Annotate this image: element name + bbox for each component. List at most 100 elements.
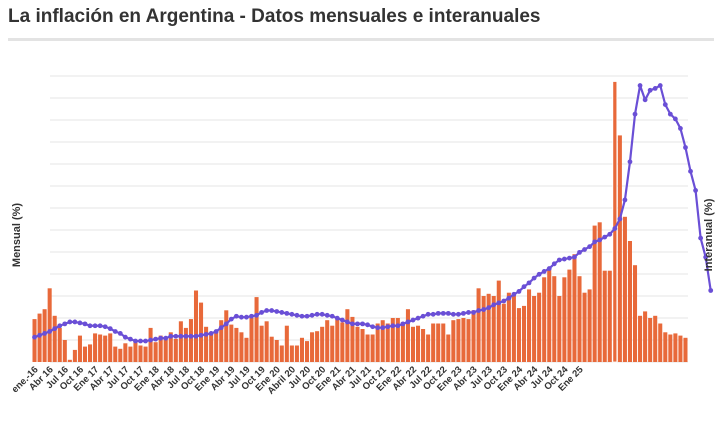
- mensual-bar: [350, 316, 355, 362]
- interanual-point: [223, 321, 229, 327]
- mensual-bar: [118, 348, 123, 362]
- interanual-point: [324, 312, 330, 318]
- mensual-bar: [562, 277, 567, 362]
- mensual-bar: [471, 310, 476, 362]
- mensual-bar: [370, 334, 375, 362]
- mensual-bar: [325, 320, 330, 362]
- chart-title: La inflación en Argentina - Datos mensua…: [8, 6, 541, 27]
- mensual-bar: [521, 305, 527, 362]
- interanual-point: [42, 331, 48, 336]
- interanual-point: [339, 317, 345, 323]
- interanual-point: [516, 289, 522, 294]
- mensual-bar: [678, 335, 683, 362]
- mensual-bar: [163, 336, 168, 362]
- interanual-point: [203, 331, 209, 337]
- interanual-point: [168, 333, 174, 339]
- mensual-bar: [274, 340, 279, 362]
- interanual-point: [667, 111, 673, 117]
- mensual-bar: [330, 325, 335, 362]
- mensual-bar: [214, 330, 219, 362]
- interanual-point: [304, 313, 310, 319]
- mensual-bar: [204, 326, 209, 362]
- interanual-point: [683, 145, 688, 150]
- mensual-bar: [653, 315, 658, 362]
- interanual-point: [117, 331, 123, 336]
- interanual-point: [390, 323, 396, 329]
- mensual-bar: [143, 346, 148, 362]
- mensual-bar: [183, 327, 188, 362]
- mensual-bar: [592, 225, 597, 362]
- interanual-point: [213, 329, 219, 334]
- interanual-point: [425, 311, 431, 317]
- interanual-point: [233, 313, 239, 319]
- mensual-bar: [269, 336, 274, 362]
- mensual-bar: [476, 288, 481, 362]
- interanual-point: [466, 310, 471, 315]
- interanual-point: [698, 235, 704, 241]
- mensual-bar: [683, 337, 688, 362]
- interanual-point: [582, 247, 587, 252]
- interanual-point: [334, 315, 340, 321]
- interanual-point: [143, 338, 148, 344]
- mensual-bar: [188, 319, 193, 362]
- mensual-bar: [617, 135, 622, 362]
- mensual-bar: [108, 333, 113, 362]
- mensual-bar: [229, 324, 234, 362]
- interanual-point: [440, 310, 446, 316]
- mensual-bar: [310, 332, 315, 362]
- interanual-point: [556, 257, 562, 263]
- interanual-point: [445, 310, 451, 316]
- interanual-point: [294, 312, 300, 318]
- mensual-bar: [123, 343, 128, 362]
- mensual-bar: [284, 325, 289, 362]
- interanual-point: [148, 337, 153, 343]
- mensual-bar: [501, 303, 506, 362]
- interanual-point: [657, 83, 663, 88]
- mensual-bar: [264, 321, 269, 362]
- mensual-bar: [375, 323, 380, 362]
- mensual-bar: [138, 345, 143, 362]
- mensual-bars: [32, 81, 688, 363]
- interanual-point: [652, 85, 658, 91]
- interanual-point: [577, 249, 582, 255]
- mensual-bar: [93, 333, 98, 362]
- interanual-point: [57, 323, 63, 329]
- mensual-bar: [446, 334, 451, 362]
- interanual-point: [597, 237, 603, 243]
- mensual-bar: [436, 323, 441, 362]
- interanual-point: [572, 254, 577, 260]
- y-axis-right-label: Interanual (%): [703, 198, 715, 271]
- interanual-point: [521, 284, 527, 290]
- mensual-bar: [304, 341, 310, 362]
- mensual-bar: [400, 322, 405, 362]
- interanual-point: [496, 300, 502, 306]
- interanual-point: [122, 334, 128, 340]
- mensual-bar: [537, 292, 542, 362]
- mensual-bar: [496, 280, 501, 362]
- mensual-bar: [289, 345, 294, 362]
- interanual-point: [688, 168, 693, 174]
- mensual-bar: [577, 276, 582, 362]
- interanual-point: [491, 302, 497, 308]
- mensual-bar: [466, 319, 471, 362]
- interanual-point: [567, 255, 572, 261]
- interanual-point: [279, 310, 285, 315]
- mensual-bar: [602, 270, 607, 362]
- interanual-point: [430, 311, 436, 317]
- mensual-bar: [315, 331, 320, 362]
- mensual-bar: [259, 325, 264, 362]
- interanual-point: [309, 312, 315, 318]
- interanual-point: [183, 333, 189, 339]
- interanual-point: [647, 87, 653, 93]
- interanual-point: [471, 310, 476, 315]
- interanual-point: [531, 275, 537, 281]
- mensual-bar: [542, 277, 547, 362]
- interanual-point: [420, 313, 426, 319]
- interanual-point: [678, 126, 683, 131]
- title-divider: [8, 38, 714, 41]
- mensual-bar: [340, 322, 345, 362]
- mensual-bar: [532, 296, 537, 362]
- interanual-point: [617, 216, 623, 222]
